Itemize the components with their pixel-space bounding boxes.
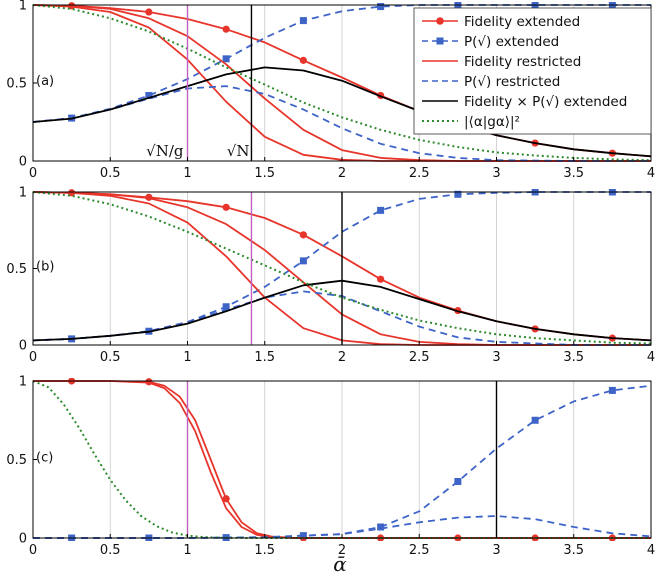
legend-label: Fidelity restricted	[464, 54, 581, 70]
x-tick-label: 2	[338, 350, 346, 365]
legend-entry-p-extended: P(√) extended	[422, 34, 559, 50]
y-tick-label: 1	[19, 0, 27, 14]
x-tick-label: 4	[647, 166, 655, 181]
x-tick-label: 0	[29, 166, 37, 181]
x-tick-label: 0	[29, 350, 37, 365]
x-tick-label: 4	[647, 350, 655, 365]
panel-b: 0 0.5 1 1.5 2 2.5 3 3.5 4 0 0.5 1 (b)	[6, 186, 655, 366]
legend-swatch-marker	[436, 37, 444, 45]
series-p-extended-line	[33, 4, 651, 123]
series-fidelity-p-extended-line	[33, 66, 651, 158]
y-tick-label: 0	[19, 532, 27, 547]
x-tick-label: 1	[183, 350, 191, 365]
x-tick-label: 1.5	[254, 543, 275, 558]
y-tick-label: 0	[19, 339, 27, 354]
x-tick-label: 1.5	[254, 350, 275, 365]
series-p-extended-marker	[454, 190, 462, 198]
x-axis-label: ᾱ	[333, 552, 347, 576]
series-fidelity-extended-marker	[299, 56, 307, 64]
y-tick-label: 1	[19, 186, 27, 201]
x-tick-label: 2.5	[409, 543, 430, 558]
series-p-extended-marker	[222, 55, 230, 63]
legend-label: |⟨α|gα⟩|²	[464, 114, 520, 130]
legend-label: P(√) extended	[464, 34, 559, 50]
reference-line-annotation: √N/g	[146, 142, 184, 160]
panel-label: (a)	[36, 74, 54, 89]
series-p-extended-marker	[377, 3, 385, 11]
series-p-extended-marker	[145, 91, 153, 99]
series-fidelity-extended-marker	[145, 8, 153, 16]
x-tick-label: 0.5	[100, 166, 121, 181]
x-tick-label: 3.5	[563, 350, 584, 365]
series-fidelity-extended-marker	[222, 25, 230, 33]
series-p-extended-marker	[377, 206, 385, 214]
series-p-extended-marker	[299, 257, 307, 265]
series-fidelity-extended-marker	[377, 275, 385, 283]
y-tick-label: 0.5	[6, 453, 27, 468]
legend-entry-fidelity-restricted: Fidelity restricted	[422, 54, 581, 70]
series-fidelity-extended-marker	[222, 495, 230, 503]
legend-label: P(√) restricted	[464, 74, 560, 90]
series-fidelity-extended-marker	[299, 231, 307, 239]
y-tick-label: 0.5	[6, 262, 27, 277]
panel-label: (c)	[36, 450, 53, 465]
series-g-line	[33, 191, 651, 345]
legend-label: Fidelity × P(√) extended	[464, 94, 627, 110]
x-tick-label: 0.5	[100, 543, 121, 558]
legend-entry-p-restricted: P(√) restricted	[422, 74, 560, 90]
legend-box	[413, 7, 652, 135]
x-tick-label: 2.5	[409, 166, 430, 181]
series-p-extended-marker	[531, 416, 539, 424]
series-p-extended-line	[33, 384, 651, 539]
reference-line-annotation: √N	[227, 142, 250, 160]
legend-entry-fidelity-p-extended: Fidelity × P(√) extended	[422, 94, 627, 110]
x-tick-label: 1	[183, 543, 191, 558]
x-tick-label: 3	[492, 543, 500, 558]
panel-label: (b)	[36, 259, 54, 274]
y-tick-label: 0	[19, 155, 27, 170]
series-p-restricted-line	[33, 85, 651, 162]
series-p-extended-marker	[454, 477, 462, 485]
x-tick-label: 3	[492, 166, 500, 181]
x-tick-label: 3.5	[563, 166, 584, 181]
legend-entry-g: |⟨α|gα⟩|²	[422, 114, 520, 130]
series-p-restricted-line	[33, 515, 651, 539]
legend-label: Fidelity extended	[464, 14, 580, 30]
x-tick-label: 2.5	[409, 350, 430, 365]
series-p-extended-marker	[608, 386, 616, 394]
legend: Fidelity extended P(√) extended Fidelity r…	[413, 7, 652, 135]
series-fidelity-extended-marker	[222, 203, 230, 211]
panel-c: 0 0.5 1 1.5 2 2.5 3 3.5 4 0 0.5 1 (c)	[6, 375, 655, 559]
x-tick-label: 2	[338, 166, 346, 181]
y-tick-label: 1	[19, 375, 27, 390]
series-p-extended-marker	[299, 17, 307, 25]
x-tick-label: 2	[338, 543, 346, 558]
x-tick-label: 4	[647, 543, 655, 558]
series-p-extended-marker	[222, 303, 230, 311]
x-tick-label: 1.5	[254, 166, 275, 181]
x-tick-label: 3	[492, 350, 500, 365]
x-tick-label: 1	[183, 166, 191, 181]
x-tick-label: 0.5	[100, 350, 121, 365]
x-tick-label: 3.5	[563, 543, 584, 558]
y-tick-label: 0.5	[6, 77, 27, 92]
x-tick-label: 0	[29, 543, 37, 558]
series-p-extended-marker	[377, 523, 385, 531]
legend-swatch-marker	[436, 17, 444, 25]
legend-entry-fidelity-extended: Fidelity extended	[422, 14, 580, 30]
series-g-line	[33, 4, 651, 162]
